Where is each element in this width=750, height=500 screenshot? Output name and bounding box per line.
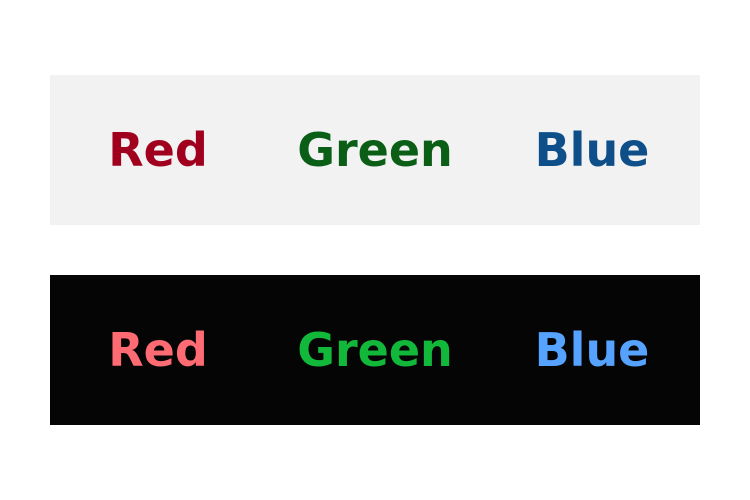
light-word-green: Green [297, 123, 453, 177]
dark-word-red: Red [108, 323, 208, 377]
dark-word-blue: Blue [534, 323, 650, 377]
dark-word-green: Green [297, 323, 453, 377]
dark-panel: Red Green Blue [50, 275, 700, 425]
light-word-blue: Blue [534, 123, 650, 177]
light-panel: Red Green Blue [50, 75, 700, 225]
light-word-red: Red [108, 123, 208, 177]
